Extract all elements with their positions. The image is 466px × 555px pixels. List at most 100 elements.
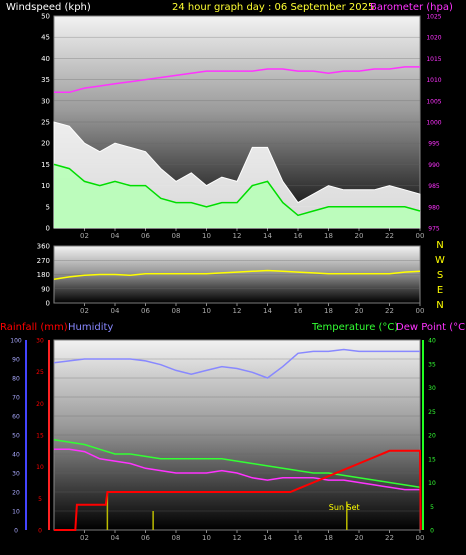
x-tick-label-1: 02 [80,232,89,240]
wind-axis-label: Windspeed (kph) [6,2,91,13]
x-tick-label-1: 10 [202,232,211,240]
humidity-tick-label: 100 [10,338,22,345]
wind-average-area [54,164,420,228]
compass-label: E [437,285,443,296]
x-tick-label-2: 16 [294,307,303,315]
humidity-axis-label: Humidity [68,322,114,333]
wind-tick-label: 25 [41,119,50,127]
baro-tick-label: 995 [428,141,440,148]
direction-tick-label: 180 [37,271,50,279]
direction-tick-label: 0 [46,300,50,308]
x-tick-label-1: 22 [385,232,394,240]
wind-tick-label: 40 [41,55,50,63]
humidity-tick-label: 20 [12,490,20,497]
x-tick-label-2: 04 [111,307,120,315]
barometer-series [54,66,420,94]
x-tick-label-3: 00 [416,534,425,542]
humidity-tick-label: 60 [12,414,20,421]
x-tick-label-3: 08 [172,534,181,542]
compass-label: N [436,300,443,311]
humidity-tick-label: 10 [12,509,20,516]
x-tick-label-1: 20 [355,232,364,240]
wind-tick-label: 45 [41,34,50,42]
temp-tick-label: 20 [428,433,436,440]
wind-tick-label: 30 [41,97,50,105]
rain-tick-label: 20 [36,401,44,408]
baro-tick-label: 1025 [426,14,441,21]
baro-tick-label: 975 [428,226,440,233]
x-tick-label-3: 12 [233,534,242,542]
x-tick-label-2: 08 [172,307,181,315]
barometer-axis-label: Barometer (hpa) [370,2,453,13]
x-tick-label-3: 04 [111,534,120,542]
x-tick-label-1: 18 [324,232,333,240]
graph-title: 24 hour graph day : 06 September 2025 [172,2,375,13]
wind-tick-label: 50 [41,13,50,21]
rain-tick-label: 10 [36,464,44,471]
rainfall-series [54,449,422,531]
rain-tick-label: 5 [38,496,42,503]
humidity-tick-label: 80 [12,376,20,383]
x-tick-label-1: 04 [111,232,120,240]
humidity-tick-label: 40 [12,452,20,459]
x-tick-label-3: 02 [80,534,89,542]
rain-tick-label: 30 [36,338,44,345]
x-tick-label-2: 00 [416,307,425,315]
wind-tick-label: 0 [46,225,50,233]
x-tick-label-3: 18 [324,534,333,542]
x-tick-label-2: 22 [385,307,394,315]
wind-tick-label: 10 [41,182,50,190]
humidity-series [53,348,420,379]
baro-tick-label: 1010 [426,77,441,84]
baro-tick-label: 1015 [426,56,441,63]
x-tick-label-2: 12 [233,307,242,315]
x-tick-label-3: 06 [141,534,150,542]
temp-tick-label: 5 [430,504,434,511]
direction-tick-label: 360 [37,243,50,251]
x-tick-label-3: 16 [294,534,303,542]
dewpoint-axis-label: Dew Point (°C) [396,322,466,333]
x-tick-label-1: 00 [416,232,425,240]
rain-tick-label: 0 [38,528,42,535]
humidity-tick-label: 90 [12,357,20,364]
rain-tick-label: 15 [36,433,44,440]
baro-tick-label: 990 [428,162,440,169]
baro-tick-label: 1005 [426,98,441,105]
baro-tick-label: 1020 [426,35,441,42]
baro-tick-label: 980 [428,204,440,211]
x-tick-label-2: 02 [80,307,89,315]
x-tick-label-2: 20 [355,307,364,315]
temp-tick-label: 10 [428,480,436,487]
x-tick-label-1: 16 [294,232,303,240]
humidity-tick-label: 50 [12,433,20,440]
temperature-series [53,439,421,489]
rainfall-axis-label: Rainfall (mm) [0,322,68,333]
x-tick-label-1: 14 [263,232,272,240]
compass-label: S [437,270,443,281]
x-tick-label-1: 06 [141,232,150,240]
temp-tick-label: 0 [430,528,434,535]
x-tick-label-2: 06 [141,307,150,315]
x-tick-label-2: 18 [324,307,333,315]
temp-tick-label: 30 [428,385,436,392]
dewpoint-series [54,448,420,491]
x-tick-label-3: 20 [355,534,364,542]
humidity-tick-label: 0 [14,528,18,535]
baro-tick-label: 985 [428,183,440,190]
wind-tick-label: 15 [41,161,50,169]
temp-tick-label: 25 [428,409,436,416]
temp-tick-label: 40 [428,338,436,345]
temp-tick-label: 15 [428,456,436,463]
x-tick-label-3: 10 [202,534,211,542]
temp-tick-label: 35 [428,361,436,368]
x-tick-label-2: 10 [202,307,211,315]
baro-tick-label: 1000 [426,120,441,127]
x-tick-label-1: 12 [233,232,242,240]
humidity-tick-label: 30 [12,471,20,478]
direction-tick-label: 90 [41,285,50,293]
compass-label: W [435,255,445,266]
wind-tick-label: 20 [41,140,50,148]
wind-direction-series [53,269,421,281]
humidity-tick-label: 70 [12,395,20,402]
